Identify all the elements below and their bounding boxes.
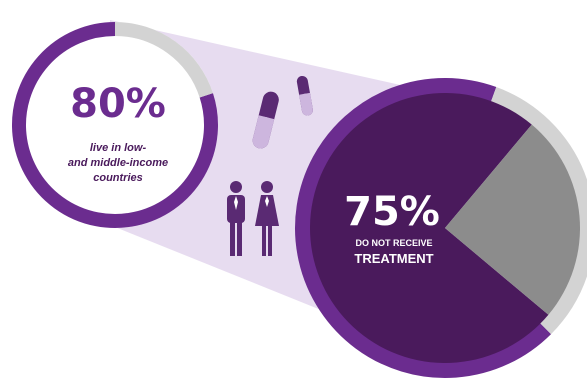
man-icon bbox=[227, 181, 245, 256]
left-donut-chart: 80% live in low- and middle-income count… bbox=[12, 22, 218, 228]
left-donut-slice-main bbox=[12, 22, 218, 228]
right-caption-line-1: DO NOT RECEIVE bbox=[355, 238, 432, 248]
right-pie-ring-rest bbox=[490, 87, 587, 335]
right-pie-slice-main bbox=[310, 93, 549, 364]
right-pie-chart: 75% DO NOT RECEIVE TREATMENT bbox=[295, 78, 587, 378]
capsule-icon bbox=[296, 75, 313, 116]
left-caption-line-2: and middle-income bbox=[68, 157, 168, 169]
capsule-icon bbox=[252, 91, 279, 149]
left-caption-line-3: countries bbox=[93, 172, 143, 184]
left-donut-slice-rest bbox=[114, 22, 213, 98]
left-percent-label: 80% bbox=[70, 81, 166, 127]
woman-icon bbox=[255, 181, 279, 256]
right-caption-line-2: TREATMENT bbox=[354, 251, 433, 266]
right-pie-ring-main bbox=[295, 78, 552, 378]
left-caption-line-1: live in low- bbox=[90, 142, 147, 154]
left-donut-bg bbox=[12, 22, 218, 228]
right-pie-slice-rest bbox=[445, 124, 580, 315]
right-percent-label: 75% bbox=[344, 189, 440, 235]
